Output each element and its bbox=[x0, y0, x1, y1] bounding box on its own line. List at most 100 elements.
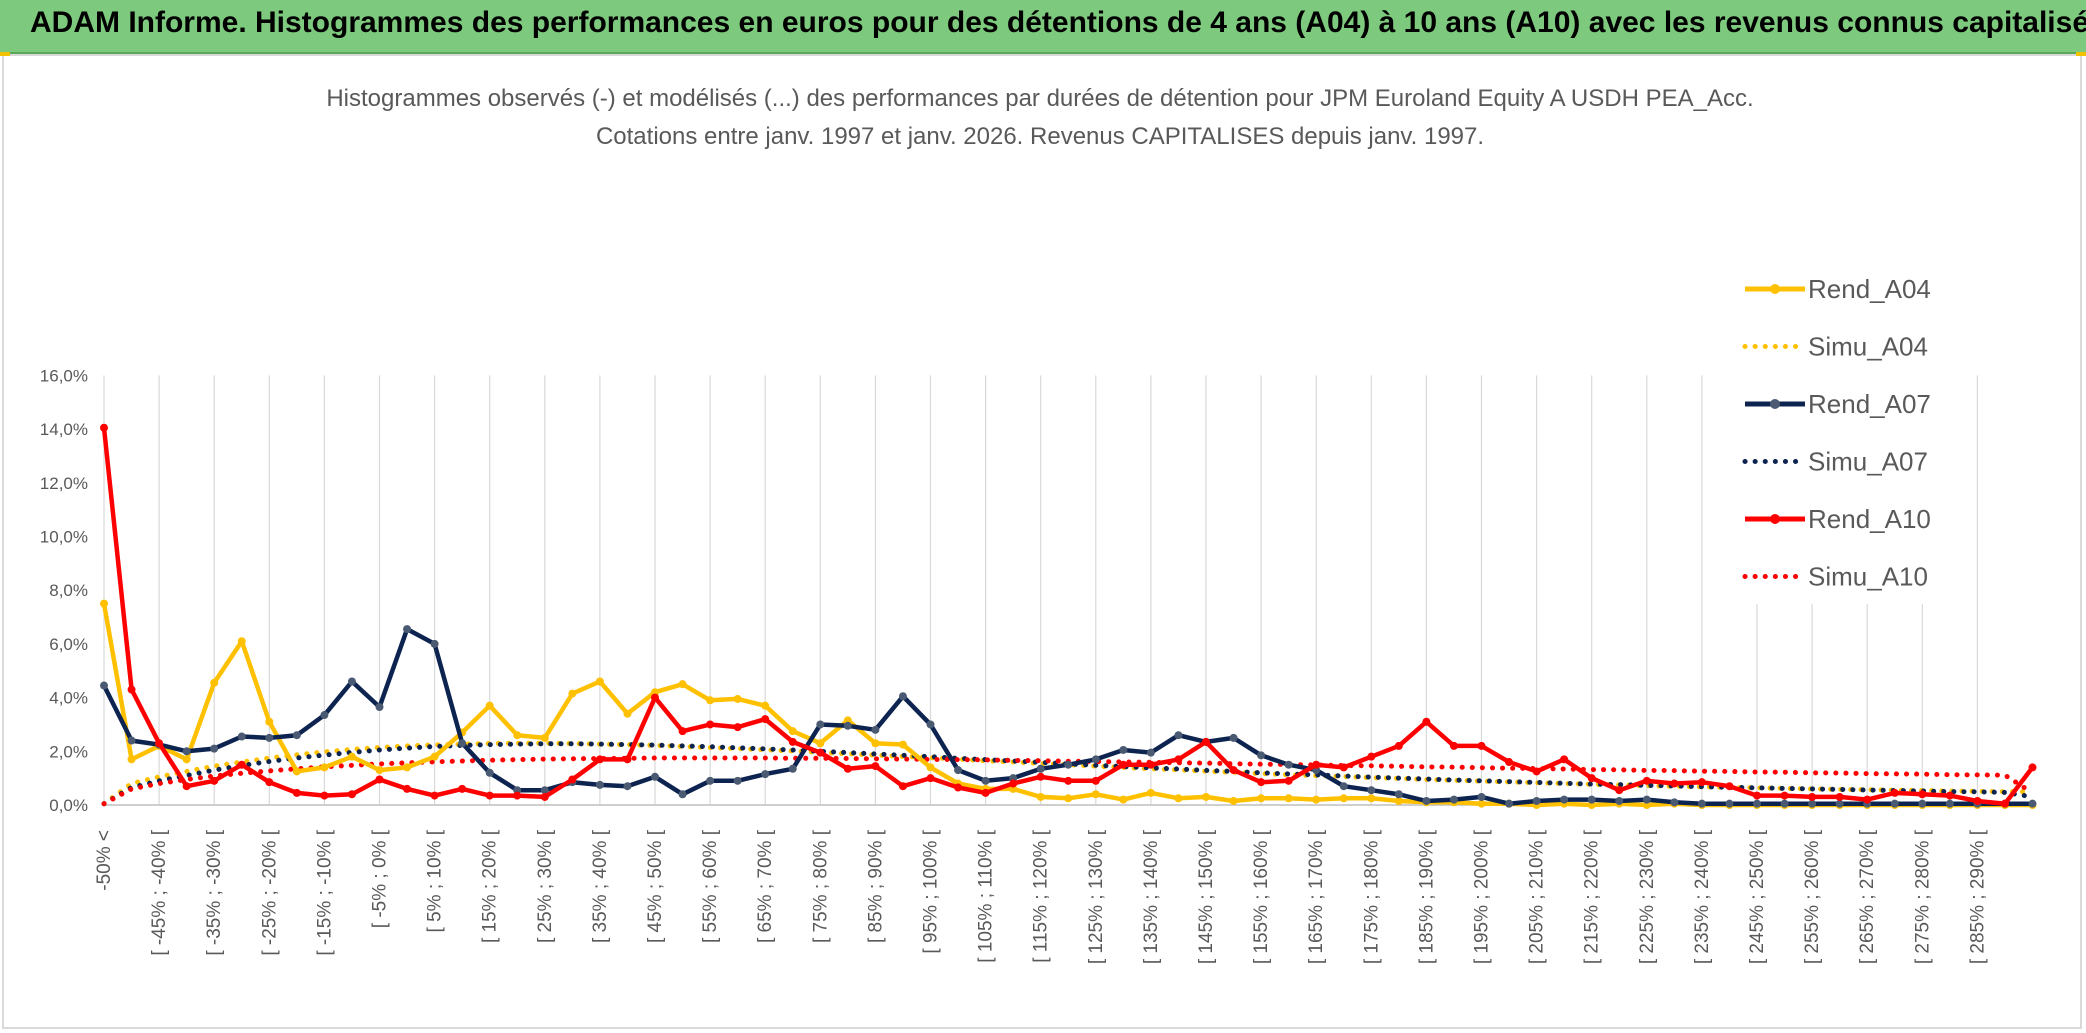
data-point-rend-a04 bbox=[347, 752, 356, 761]
x-tick-label: -50% < bbox=[94, 830, 115, 891]
data-point-rend-a04 bbox=[678, 680, 687, 689]
x-tick-label: [ 275% ; 280% [ bbox=[1912, 829, 1933, 964]
data-point-rend-a10 bbox=[375, 775, 384, 784]
data-point-rend-a07 bbox=[816, 720, 825, 729]
data-point-rend-a10 bbox=[1202, 737, 1210, 746]
x-tick-label: [ -25% ; -20% [ bbox=[259, 829, 280, 955]
data-point-rend-a07 bbox=[1449, 795, 1458, 804]
x-tick-label: [ 85% ; 90% [ bbox=[865, 829, 886, 943]
x-tick-label: [ 125% ; 130% [ bbox=[1086, 829, 1107, 964]
data-point-rend-a04 bbox=[568, 689, 577, 698]
data-point-rend-a04 bbox=[513, 731, 522, 740]
legend-label-simu-a10: Simu_A10 bbox=[1808, 562, 1928, 592]
x-tick-label: [ 155% ; 160% [ bbox=[1251, 829, 1272, 964]
data-point-rend-a04 bbox=[127, 755, 136, 764]
data-point-rend-a10 bbox=[1257, 778, 1266, 787]
data-point-rend-a10 bbox=[1587, 774, 1596, 783]
data-point-rend-a10 bbox=[1642, 776, 1651, 785]
data-point-rend-a07 bbox=[1890, 799, 1899, 808]
data-point-rend-a07 bbox=[458, 739, 467, 748]
x-tick-label: [ -35% ; -30% [ bbox=[204, 829, 225, 955]
data-point-rend-a07 bbox=[430, 639, 439, 648]
data-point-rend-a07 bbox=[1229, 733, 1238, 742]
x-tick-label: [ -15% ; -10% [ bbox=[314, 829, 335, 955]
data-point-rend-a10 bbox=[871, 762, 880, 771]
data-point-rend-a04 bbox=[237, 637, 246, 646]
x-tick-label: [ 225% ; 230% [ bbox=[1637, 829, 1658, 964]
data-point-rend-a04 bbox=[816, 739, 825, 748]
data-point-rend-a10 bbox=[954, 783, 963, 792]
data-point-rend-a04 bbox=[210, 678, 219, 687]
x-tick-label: [ 15% ; 20% [ bbox=[480, 829, 501, 943]
data-point-rend-a10 bbox=[320, 791, 329, 800]
x-tick-label: [ -45% ; -40% [ bbox=[149, 829, 170, 955]
chart-title-line1: Histogrammes observés (-) et modélisés (… bbox=[326, 85, 1753, 112]
data-point-rend-a04 bbox=[1312, 795, 1321, 804]
data-point-rend-a10 bbox=[1835, 792, 1844, 801]
report-banner: ADAM Informe. Histogrammes des performan… bbox=[0, 0, 2086, 54]
x-tick-label: [ 205% ; 210% [ bbox=[1527, 829, 1548, 964]
series-lines bbox=[100, 423, 2037, 809]
data-point-rend-a07 bbox=[1339, 782, 1348, 791]
data-point-rend-a07 bbox=[485, 768, 494, 777]
data-point-rend-a07 bbox=[1835, 799, 1844, 808]
data-point-rend-a04 bbox=[1367, 794, 1376, 803]
data-point-rend-a10 bbox=[1119, 760, 1128, 769]
data-point-rend-a10 bbox=[1367, 752, 1376, 761]
data-point-rend-a04 bbox=[1229, 796, 1238, 805]
data-point-rend-a07 bbox=[651, 772, 659, 781]
data-point-rend-a07 bbox=[981, 776, 990, 785]
data-point-rend-a10 bbox=[981, 788, 990, 797]
data-point-rend-a07 bbox=[210, 744, 219, 753]
data-point-rend-a07 bbox=[1697, 799, 1706, 808]
data-point-rend-a07 bbox=[540, 786, 549, 795]
x-tick-label: [ 95% ; 100% [ bbox=[921, 829, 942, 953]
data-point-rend-a10 bbox=[2028, 763, 2037, 772]
data-point-rend-a10 bbox=[1615, 786, 1624, 795]
data-point-rend-a04 bbox=[733, 694, 742, 703]
data-point-rend-a10 bbox=[843, 764, 852, 773]
data-point-rend-a07 bbox=[292, 731, 301, 740]
data-point-rend-a07 bbox=[1918, 799, 1927, 808]
data-point-rend-a04 bbox=[292, 767, 301, 776]
x-tick-label: [ 55% ; 60% [ bbox=[700, 829, 721, 943]
data-point-rend-a07 bbox=[954, 766, 963, 775]
data-point-rend-a10 bbox=[2000, 799, 2009, 808]
data-point-rend-a10 bbox=[1449, 741, 1458, 750]
data-point-rend-a10 bbox=[347, 790, 356, 799]
data-point-rend-a10 bbox=[788, 737, 797, 746]
data-point-rend-a04 bbox=[761, 701, 770, 710]
data-point-rend-a07 bbox=[1367, 786, 1376, 795]
x-tick-label: [ 165% ; 170% [ bbox=[1306, 829, 1327, 964]
data-point-rend-a04 bbox=[926, 763, 935, 772]
data-point-rend-a07 bbox=[1725, 799, 1734, 808]
data-point-rend-a07 bbox=[182, 747, 191, 756]
y-tick-label: 12,0% bbox=[40, 474, 88, 493]
data-point-rend-a04 bbox=[182, 755, 191, 764]
data-point-rend-a07 bbox=[761, 770, 770, 779]
data-point-rend-a07 bbox=[347, 677, 356, 686]
x-tick-label: [ 235% ; 240% [ bbox=[1692, 829, 1713, 964]
y-tick-label: 6,0% bbox=[49, 635, 88, 654]
data-point-rend-a04 bbox=[871, 739, 880, 748]
x-tick-label: [ 255% ; 260% [ bbox=[1802, 829, 1823, 964]
data-point-rend-a07 bbox=[237, 732, 246, 741]
data-point-rend-a04 bbox=[1257, 794, 1266, 803]
legend-label-simu-a07: Simu_A07 bbox=[1808, 447, 1928, 477]
data-point-rend-a10 bbox=[1560, 755, 1569, 764]
data-point-rend-a10 bbox=[623, 755, 632, 764]
data-point-rend-a07 bbox=[1064, 760, 1073, 769]
data-point-rend-a04 bbox=[623, 709, 632, 718]
data-point-rend-a07 bbox=[1091, 755, 1100, 764]
data-point-rend-a10 bbox=[1808, 792, 1817, 801]
data-point-rend-a07 bbox=[1945, 799, 1954, 808]
data-point-rend-a10 bbox=[1339, 763, 1348, 772]
data-point-rend-a04 bbox=[1284, 794, 1293, 803]
x-tick-label: [ 195% ; 200% [ bbox=[1472, 829, 1493, 964]
data-point-rend-a07 bbox=[1119, 745, 1128, 754]
data-point-rend-a04 bbox=[1119, 795, 1128, 804]
data-point-rend-a04 bbox=[788, 727, 797, 736]
data-point-rend-a07 bbox=[595, 780, 604, 789]
data-point-rend-a07 bbox=[1532, 796, 1541, 805]
corner-mark-left bbox=[0, 52, 10, 56]
